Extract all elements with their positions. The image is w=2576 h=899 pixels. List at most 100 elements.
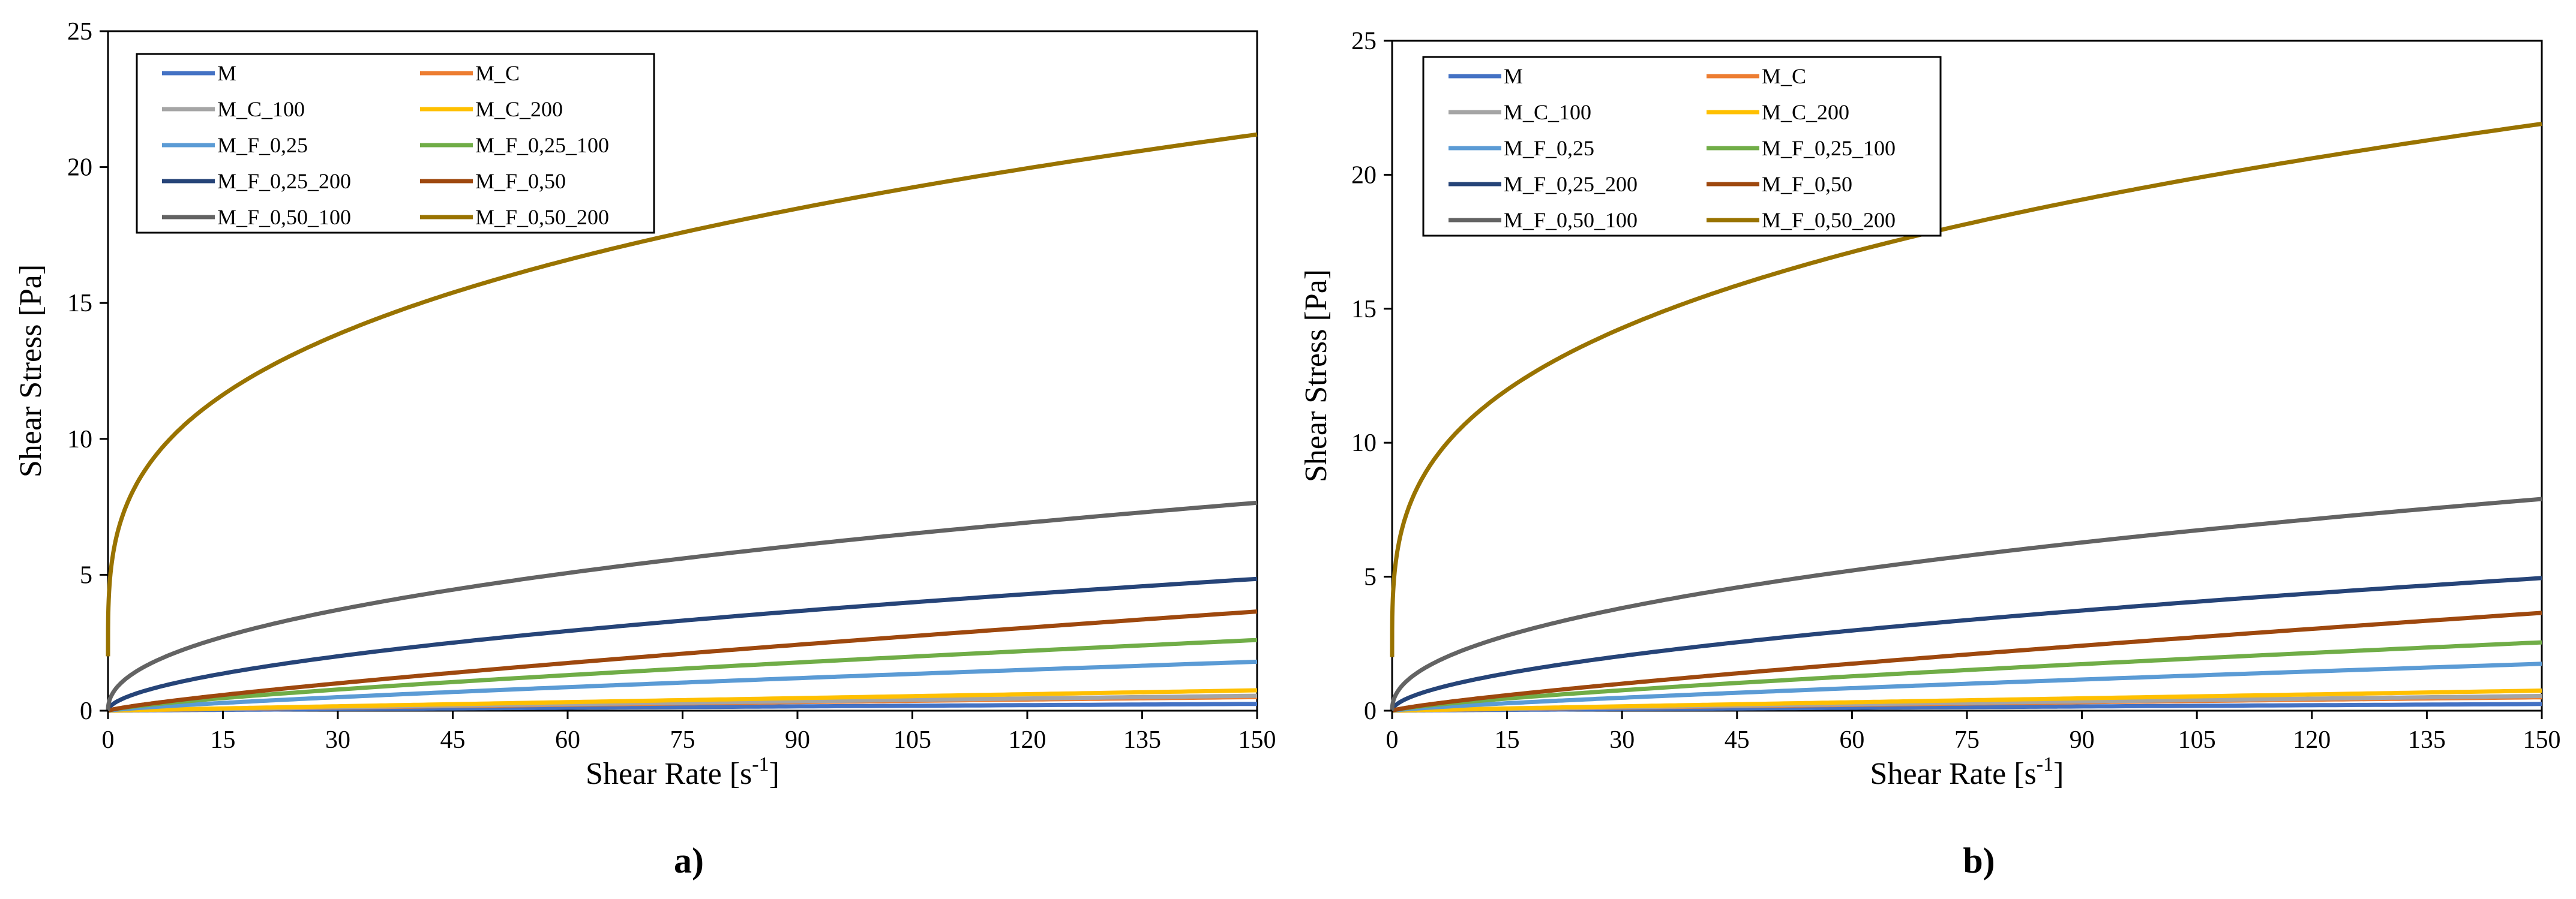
- legend-label: M_F_0,25: [217, 133, 308, 157]
- series-line-m-f-0-25: [106, 659, 1258, 713]
- x-axis-label: Shear Rate [s-1]: [586, 753, 779, 791]
- legend-box: [1422, 56, 1942, 237]
- legend-item: M_F_0,25_200: [1449, 172, 1638, 196]
- y-tick-label: 20: [67, 154, 92, 182]
- series-line-m-f-0-25-200: [1390, 576, 2542, 712]
- x-tick-label: 120: [2293, 726, 2331, 754]
- series-line-m-c-200: [106, 688, 1258, 713]
- x-tick-label: 60: [1839, 726, 1864, 754]
- legend-box: [136, 53, 655, 234]
- series-line-m-f-0-50-100: [1390, 497, 2542, 711]
- legend-label: M_C_100: [1504, 100, 1591, 124]
- y-axis-label: Shear Stress [Pa]: [14, 264, 48, 477]
- legend: M M_C M_C_100 M_C_200 M_F_0,25 M_F_0,25_100 M_…: [136, 53, 655, 234]
- legend-item: M_F_0,50: [1707, 172, 1852, 196]
- legend-item: M_F_0,25: [162, 133, 308, 157]
- series-line-m-f-0-50-100: [106, 500, 1258, 711]
- panel-label: a): [674, 841, 704, 880]
- legend-label: M: [217, 61, 236, 85]
- x-tick-label: 30: [325, 726, 350, 754]
- x-tick-label: 15: [1495, 726, 1520, 754]
- x-tick-label: 15: [211, 726, 236, 754]
- x-tick-label: 135: [1123, 726, 1161, 754]
- legend-label: M_F_0,50: [1762, 172, 1852, 196]
- legend-label: M_F_0,25_100: [475, 133, 609, 157]
- series-line-m-f-0-25-200: [106, 576, 1258, 712]
- x-tick-label: 120: [1009, 726, 1046, 754]
- legend-label: M_F_0,25_200: [1504, 172, 1638, 196]
- x-axis-label-text: Shear Rate [s: [1870, 757, 2037, 791]
- legend-item: M_F_0,25_100: [1707, 136, 1896, 160]
- legend-label: M_F_0,50_100: [217, 205, 351, 229]
- series-line-m-f-0-50: [1390, 611, 2542, 713]
- legend-item: M_C_100: [162, 97, 305, 121]
- x-tick-label: 150: [1238, 726, 1276, 754]
- legend-label: M_C_200: [475, 97, 563, 121]
- x-axis-label: Shear Rate [s-1]: [1870, 753, 2064, 791]
- series-line-m-f-0-50-200: [106, 132, 1258, 657]
- x-tick-label: 105: [2178, 726, 2216, 754]
- series-line-m-f-0-50-200: [1390, 122, 2542, 657]
- legend-label: M_F_0,25_200: [217, 169, 351, 193]
- legend-item: M_C_200: [420, 97, 563, 121]
- y-tick-label: 25: [1351, 28, 1377, 55]
- legend-item: M_C: [420, 61, 520, 85]
- legend-label: M_C_100: [217, 97, 305, 121]
- legend-item: M: [162, 61, 236, 85]
- legend-label: M_C: [475, 61, 520, 85]
- legend: M M_C M_C_100 M_C_200 M_F_0,25 M_F_0,25_100 M_…: [1422, 56, 1942, 237]
- y-tick-label: 0: [1364, 697, 1377, 725]
- x-axis-label-end: ]: [2053, 757, 2064, 791]
- y-tick-label: 15: [1351, 296, 1377, 323]
- series-line-m-f-0-25: [1390, 662, 2542, 713]
- y-tick-label: 25: [67, 18, 92, 46]
- legend-item: M: [1449, 64, 1523, 88]
- legend-item: M_F_0,50_100: [162, 205, 351, 229]
- legend-item: M_F_0,25: [1449, 136, 1594, 160]
- x-tick-label: 60: [555, 726, 580, 754]
- x-axis-label-text: Shear Rate [s: [586, 757, 752, 791]
- x-tick-label: 90: [2070, 726, 2095, 754]
- legend-item: M_C_200: [1707, 100, 1849, 124]
- y-tick-label: 10: [1351, 429, 1377, 457]
- legend-label: M_C: [1762, 64, 1806, 88]
- legend-item: M_F_0,50: [420, 169, 566, 193]
- y-tick-label: 20: [1351, 161, 1377, 189]
- x-axis-label-sup: -1: [2037, 753, 2053, 775]
- legend-label: M: [1504, 64, 1523, 88]
- y-tick-label: 10: [67, 426, 92, 453]
- legend-item: M_F_0,50_200: [1707, 208, 1896, 232]
- series-line-m-c-200: [1390, 688, 2542, 713]
- x-tick-label: 105: [893, 726, 931, 754]
- x-tick-label: 30: [1609, 726, 1635, 754]
- legend-item: M_F_0,50_100: [1449, 208, 1638, 232]
- x-tick-label: 45: [440, 726, 466, 754]
- legend-label: M_F_0,50_200: [1762, 208, 1896, 232]
- y-tick-label: 0: [80, 697, 92, 725]
- legend-label: M_F_0,50: [475, 169, 566, 193]
- series-line-m-f-0-50: [106, 609, 1258, 713]
- x-axis-label-sup: -1: [752, 753, 769, 775]
- chart-panel-a: 0 15 30 45 60 75 90 105 120 135 150 0 5 10 15 20 25 Shear…: [14, 18, 1276, 880]
- legend-label: M_F_0,25: [1504, 136, 1594, 160]
- legend-item: M_C_100: [1449, 100, 1591, 124]
- x-axis-label-end: ]: [769, 757, 779, 791]
- legend-item: M_F_0,50_200: [420, 205, 609, 229]
- x-tick-label: 0: [102, 726, 115, 754]
- chart-panel-b: 0 15 30 45 60 75 90 105 120 135 150 0 5 10 15 20 25 Shear…: [1299, 28, 2561, 880]
- panel-label: b): [1963, 841, 1995, 880]
- legend-label: M_F_0,50_100: [1504, 208, 1638, 232]
- legend-item: M_F_0,25_200: [162, 169, 351, 193]
- x-tick-label: 0: [1386, 726, 1399, 754]
- legend-label: M_F_0,50_200: [475, 205, 609, 229]
- x-tick-label: 45: [1725, 726, 1750, 754]
- x-tick-label: 75: [670, 726, 695, 754]
- x-tick-label: 75: [1954, 726, 1980, 754]
- legend-label: M_C_200: [1762, 100, 1849, 124]
- y-tick-label: 5: [80, 561, 92, 589]
- y-axis-label: Shear Stress [Pa]: [1299, 269, 1333, 482]
- legend-label: M_F_0,25_100: [1762, 136, 1896, 160]
- legend-item: M_C: [1707, 64, 1806, 88]
- y-tick-label: 15: [67, 290, 92, 317]
